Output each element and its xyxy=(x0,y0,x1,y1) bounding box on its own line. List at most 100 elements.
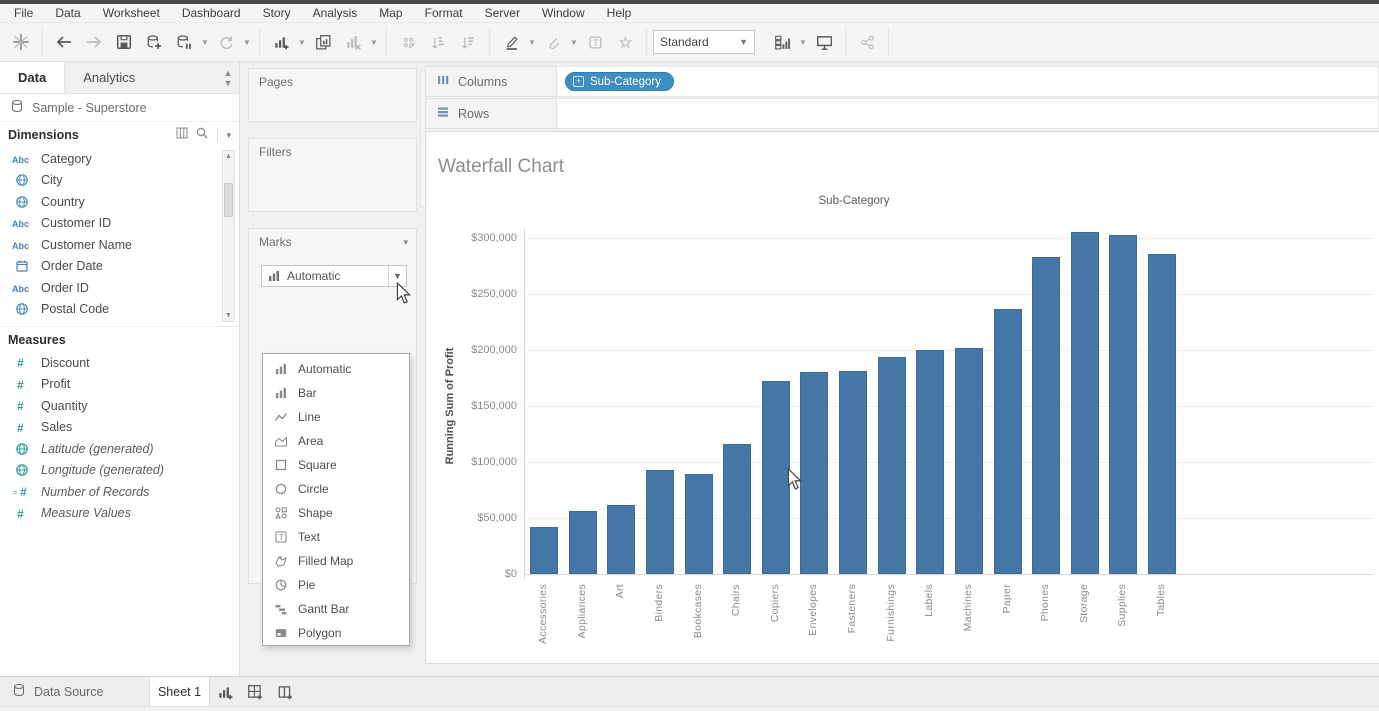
measure-measure-values[interactable]: #Measure Values xyxy=(0,503,239,525)
scroll-up-icon[interactable]: ▲ xyxy=(223,151,234,162)
mark-type-polygon[interactable]: Polygon xyxy=(263,621,409,645)
measure-sales[interactable]: #Sales xyxy=(0,417,239,439)
measure-discount[interactable]: #Discount xyxy=(0,352,239,374)
measure-longitude-generated-[interactable]: Longitude (generated) xyxy=(0,460,239,482)
measure-number-of-records[interactable]: =#Number of Records xyxy=(0,481,239,503)
annotation-icon[interactable] xyxy=(540,29,566,55)
refresh-icon[interactable] xyxy=(213,29,239,55)
menu-worksheet[interactable]: Worksheet xyxy=(103,6,160,20)
chevron-down-icon[interactable]: ▼ xyxy=(298,38,306,47)
bar-fasteners[interactable] xyxy=(839,371,867,574)
group-members-icon[interactable] xyxy=(395,29,421,55)
search-icon[interactable] xyxy=(195,126,209,145)
chevron-down-icon[interactable]: ▼ xyxy=(201,38,209,47)
measure-profit[interactable]: #Profit xyxy=(0,374,239,396)
fix-axes-icon[interactable] xyxy=(612,29,638,55)
pages-shelf[interactable]: Pages xyxy=(248,68,417,122)
undo-back-icon[interactable] xyxy=(51,29,77,55)
menu-dashboard[interactable]: Dashboard xyxy=(182,6,241,20)
menu-format[interactable]: Format xyxy=(425,6,463,20)
mark-type-dropdown[interactable]: Automatic ▼ xyxy=(261,265,407,287)
pill-sub-category[interactable]: + Sub-Category xyxy=(565,72,674,91)
dimension-postal-code[interactable]: Postal Code xyxy=(0,299,239,321)
add-datasource-icon[interactable] xyxy=(141,29,167,55)
pause-updates-icon[interactable] xyxy=(171,29,197,55)
bar-art[interactable] xyxy=(607,505,635,574)
new-story-button[interactable] xyxy=(270,677,300,706)
dimension-order-id[interactable]: AbcOrder ID xyxy=(0,277,239,299)
menu-file[interactable]: File xyxy=(14,6,33,20)
measure-quantity[interactable]: #Quantity xyxy=(0,395,239,417)
chevron-down-icon[interactable]: ▾ xyxy=(403,237,408,248)
mark-type-automatic[interactable]: Automatic xyxy=(263,357,409,381)
bar-accessories[interactable] xyxy=(530,527,558,574)
mark-type-area[interactable]: Area xyxy=(263,429,409,453)
chevron-down-icon[interactable]: ▼ xyxy=(799,38,807,47)
mark-type-shape[interactable]: Shape xyxy=(263,501,409,525)
dimension-order-date[interactable]: Order Date xyxy=(0,256,239,278)
menu-data[interactable]: Data xyxy=(55,6,80,20)
dimension-country[interactable]: Country xyxy=(0,191,239,213)
scroll-down-icon[interactable]: ▼ xyxy=(223,310,234,321)
dimension-category[interactable]: AbcCategory xyxy=(0,148,239,170)
filters-shelf[interactable]: Filters xyxy=(248,138,417,212)
dimensions-scrollbar[interactable]: ▲ ▼ xyxy=(222,150,235,322)
tab-data[interactable]: Data xyxy=(0,62,64,93)
bar-paper[interactable] xyxy=(994,309,1022,574)
bar-bookcases[interactable] xyxy=(685,474,713,574)
mark-type-text[interactable]: TText xyxy=(263,525,409,549)
mark-type-line[interactable]: Line xyxy=(263,405,409,429)
highlight-icon[interactable] xyxy=(498,29,524,55)
duplicate-sheet-icon[interactable] xyxy=(310,29,336,55)
clear-sheet-icon[interactable] xyxy=(340,29,366,55)
chevron-down-icon[interactable]: ▼ xyxy=(370,38,378,47)
show-me-icon[interactable] xyxy=(769,29,795,55)
menu-server[interactable]: Server xyxy=(485,6,520,20)
bar-appliances[interactable] xyxy=(569,511,597,574)
dimension-customer-name[interactable]: AbcCustomer Name xyxy=(0,234,239,256)
menu-analysis[interactable]: Analysis xyxy=(313,6,358,20)
new-worksheet-button[interactable] xyxy=(210,677,240,706)
mark-type-gantt-bar[interactable]: Gantt Bar xyxy=(263,597,409,621)
mark-type-filled-map[interactable]: Filled Map xyxy=(263,549,409,573)
new-worksheet-icon[interactable] xyxy=(268,29,294,55)
menu-map[interactable]: Map xyxy=(379,6,402,20)
sort-descending-icon[interactable] xyxy=(455,29,481,55)
tableau-logo-icon[interactable] xyxy=(8,29,34,55)
mark-type-pie[interactable]: Pie xyxy=(263,573,409,597)
pane-sort-icon[interactable]: ▲▼ xyxy=(217,62,239,93)
bar-furnishings[interactable] xyxy=(878,357,906,574)
new-dashboard-button[interactable] xyxy=(240,677,270,706)
columns-field-area[interactable]: + Sub-Category xyxy=(557,66,1379,97)
bar-machines[interactable] xyxy=(955,348,983,574)
redo-forward-icon[interactable] xyxy=(81,29,107,55)
mark-type-square[interactable]: Square xyxy=(263,453,409,477)
chevron-down-icon[interactable]: ▼ xyxy=(243,38,251,47)
datasource-item[interactable]: Sample - Superstore xyxy=(0,94,239,122)
dimension-city[interactable]: City xyxy=(0,170,239,192)
bar-labels[interactable] xyxy=(916,350,944,574)
mark-type-bar[interactable]: Bar xyxy=(263,381,409,405)
presentation-mode-icon[interactable] xyxy=(811,29,837,55)
mark-type-circle[interactable]: Circle xyxy=(263,477,409,501)
menu-help[interactable]: Help xyxy=(607,6,632,20)
bar-envelopes[interactable] xyxy=(800,372,828,574)
fit-mode-select[interactable]: Standard▼ xyxy=(653,30,755,54)
dimension-customer-id[interactable]: AbcCustomer ID xyxy=(0,213,239,235)
sheet-tab-sheet1[interactable]: Sheet 1 xyxy=(150,677,210,706)
bar-chairs[interactable] xyxy=(723,444,751,574)
menu-window[interactable]: Window xyxy=(542,6,585,20)
bar-copiers[interactable] xyxy=(762,381,790,574)
save-icon[interactable] xyxy=(111,29,137,55)
rows-shelf[interactable]: Rows xyxy=(425,98,1379,129)
share-icon[interactable] xyxy=(854,29,880,55)
bar-binders[interactable] xyxy=(646,470,674,574)
plus-icon[interactable]: + xyxy=(573,76,584,87)
menu-story[interactable]: Story xyxy=(263,6,291,20)
sort-ascending-icon[interactable] xyxy=(425,29,451,55)
measure-latitude-generated-[interactable]: Latitude (generated) xyxy=(0,438,239,460)
view-data-icon[interactable] xyxy=(175,126,189,145)
chevron-down-icon[interactable]: ▼ xyxy=(528,38,536,47)
bar-phones[interactable] xyxy=(1032,257,1060,574)
chevron-down-icon[interactable]: ▼ xyxy=(570,38,578,47)
